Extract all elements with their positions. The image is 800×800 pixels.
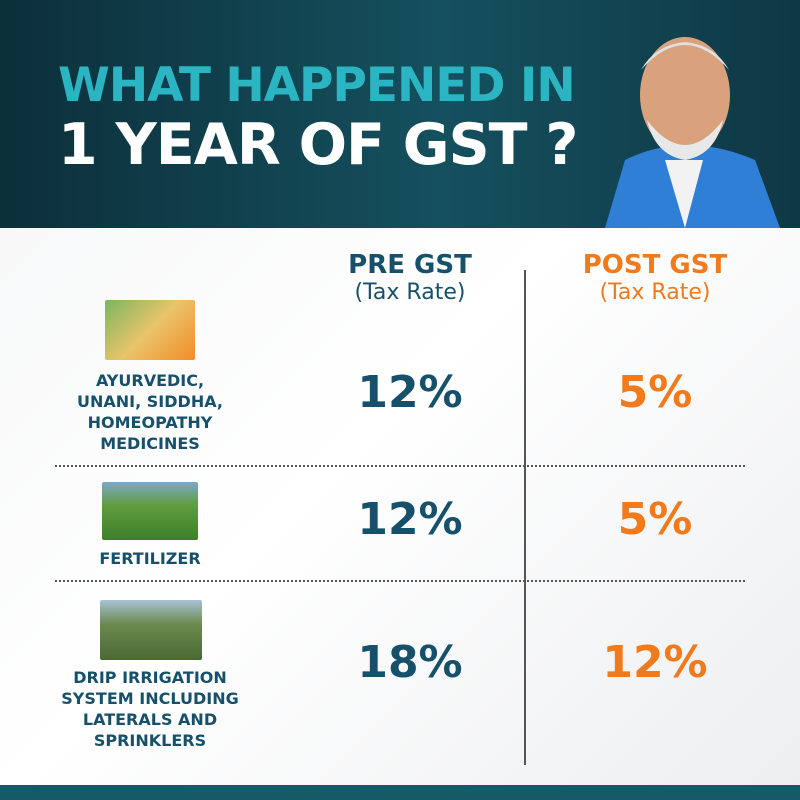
column-title: PRE GST	[348, 250, 472, 280]
row-label: AYURVEDIC, UNANI, SIDDHA, HOMEOPATHY MEDICI…	[40, 370, 260, 454]
title-line-2: 1 YEAR OF GST ?	[58, 112, 578, 178]
label-line: UNANI, SIDDHA,	[77, 392, 223, 411]
portrait	[605, 37, 780, 228]
post-rate: 5%	[617, 367, 693, 418]
row-label: DRIP IRRIGATION SYSTEM INCLUDING LATERALS …	[40, 667, 260, 751]
column-subtitle: (Tax Rate)	[354, 280, 466, 305]
label-line: MEDICINES	[100, 434, 200, 453]
fertilizer-icon	[102, 482, 198, 540]
title-line-1: WHAT HAPPENED IN	[58, 58, 576, 113]
column-title: POST GST	[582, 250, 728, 280]
column-divider	[524, 270, 526, 765]
label-line: SYSTEM INCLUDING	[61, 689, 239, 708]
row-divider	[55, 465, 745, 467]
label-line: FERTILIZER	[99, 549, 201, 568]
label-line: SPRINKLERS	[93, 731, 207, 750]
post-rate: 12%	[602, 637, 708, 688]
row-divider	[55, 580, 745, 582]
irrigation-icon	[100, 600, 202, 660]
label-line: LATERALS AND	[82, 710, 218, 729]
post-rate: 5%	[617, 494, 693, 545]
column-header: POST GST (Tax Rate)	[535, 250, 775, 305]
medicine-icon	[105, 300, 195, 360]
header: WHAT HAPPENED IN 1 YEAR OF GST ?	[0, 0, 800, 228]
label-line: AYURVEDIC,	[95, 371, 205, 390]
label-line: DRIP IRRIGATION	[73, 668, 227, 687]
pre-rate: 18%	[357, 637, 463, 688]
pre-rate: 12%	[357, 367, 463, 418]
column-subtitle: (Tax Rate)	[599, 280, 711, 305]
pre-rate: 12%	[357, 494, 463, 545]
label-line: HOMEOPATHY	[87, 413, 213, 432]
row-label: FERTILIZER	[40, 548, 260, 569]
footer-band	[0, 785, 800, 800]
column-header: PRE GST (Tax Rate)	[290, 250, 530, 305]
